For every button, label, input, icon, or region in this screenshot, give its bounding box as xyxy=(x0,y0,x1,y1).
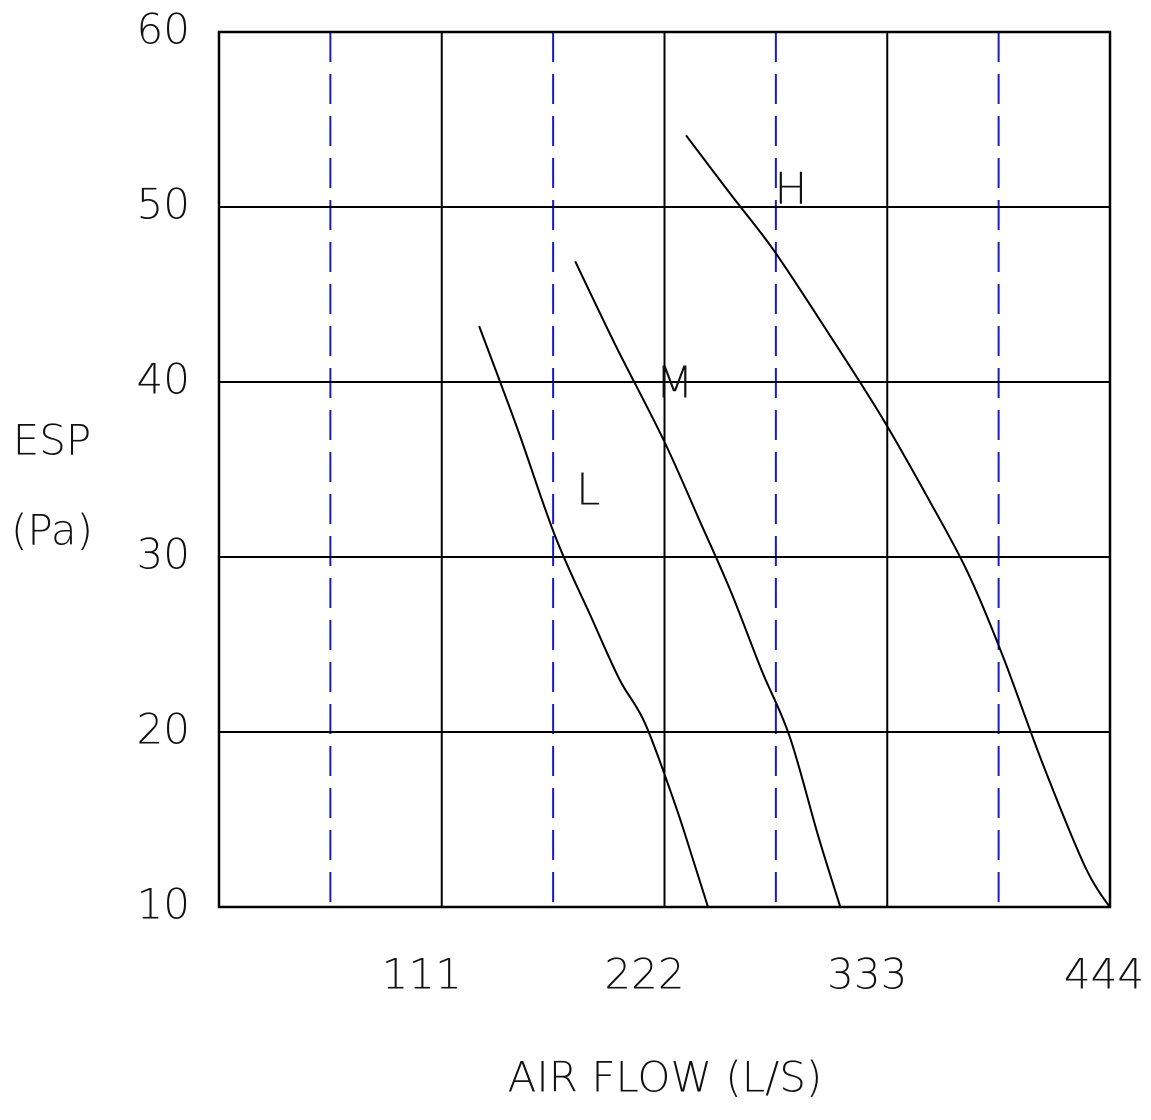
x-tick-label: 333 xyxy=(827,950,907,999)
curve-label-l: L xyxy=(576,464,601,515)
curve-label-h: H xyxy=(774,163,807,214)
y-tick-label: 20 xyxy=(137,705,190,754)
x-tick-label: 222 xyxy=(604,950,684,999)
y-tick-label: 50 xyxy=(137,180,190,229)
y-axis-title-line: (Pa) xyxy=(11,506,93,555)
x-axis-title: AIR FLOW (L/S) xyxy=(508,1053,823,1102)
labels: L M H 10 20 30 40 50 60 111 222 333 444 AIR FLOW (L/S… xyxy=(11,5,1144,1102)
curve-h xyxy=(685,134,1111,908)
x-tick-label: 444 xyxy=(1064,950,1144,999)
y-axis-title-line: ESP xyxy=(13,416,92,465)
y-tick-label: 10 xyxy=(137,880,190,929)
y-tick-label: 30 xyxy=(137,530,190,579)
x-tick-label: 111 xyxy=(382,950,462,999)
y-tick-label: 40 xyxy=(137,355,190,404)
curves xyxy=(478,134,1111,908)
y-tick-label: 60 xyxy=(137,5,190,54)
curve-m xyxy=(574,260,842,908)
curve-label-m: M xyxy=(656,358,694,409)
curve-l xyxy=(478,325,709,908)
grid xyxy=(217,30,1112,909)
plot-frame xyxy=(217,30,1112,909)
